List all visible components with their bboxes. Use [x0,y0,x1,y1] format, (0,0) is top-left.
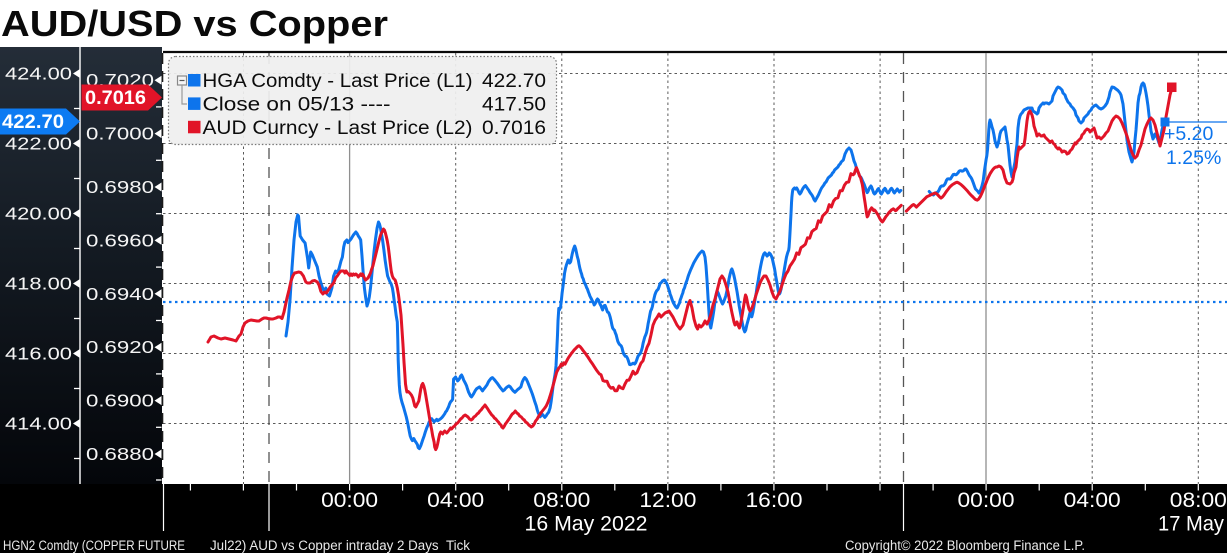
svg-text:420.00: 420.00 [5,204,72,224]
svg-text:12:00: 12:00 [639,489,696,512]
svg-text:Jul22) AUD vs Copper intraday: Jul22) AUD vs Copper intraday 2 Days Tic… [210,538,470,553]
svg-text:AUD Curncy - Last Price (L2): AUD Curncy - Last Price (L2) [203,118,473,139]
svg-text:0.6920: 0.6920 [86,337,154,357]
svg-text:Close on 05/13 ----: Close on 05/13 ---- [203,94,391,115]
svg-text:0.7000: 0.7000 [86,124,154,144]
svg-text:416.00: 416.00 [5,344,72,364]
svg-text:0.6980: 0.6980 [86,177,154,197]
svg-text:08:00: 08:00 [1170,489,1227,512]
svg-text:418.00: 418.00 [5,274,72,294]
svg-text:00:00: 00:00 [321,489,378,512]
svg-text:0.6900: 0.6900 [86,391,154,411]
svg-text:0.6880: 0.6880 [86,444,154,464]
svg-text:0.7016: 0.7016 [85,87,146,109]
svg-text:HGA Comdty - Last Price (L1): HGA Comdty - Last Price (L1) [203,71,473,92]
svg-text:16 May 2022: 16 May 2022 [525,513,648,536]
svg-text:422.70: 422.70 [2,111,64,133]
svg-text:17 May: 17 May [1158,513,1224,536]
svg-text:414.00: 414.00 [5,414,72,434]
svg-text:422.70: 422.70 [482,71,546,92]
svg-text:0.6960: 0.6960 [86,230,154,250]
svg-text:Copyright© 2022 Bloomberg Fina: Copyright© 2022 Bloomberg Finance L.P. [845,538,1085,553]
svg-text:HGN2 Comdty (COPPER FUTURE: HGN2 Comdty (COPPER FUTURE [3,538,185,553]
svg-text:0.6940: 0.6940 [86,284,154,304]
svg-text:417.50: 417.50 [482,94,546,115]
svg-text:08:00: 08:00 [533,489,590,512]
svg-text:00:00: 00:00 [958,489,1015,512]
svg-text:AUD/USD vs Copper: AUD/USD vs Copper [1,3,388,44]
svg-text:422.00: 422.00 [5,134,72,154]
svg-text:+5.20: +5.20 [1164,123,1213,145]
svg-text:0.7016: 0.7016 [482,118,546,139]
svg-text:16:00: 16:00 [746,489,803,512]
svg-text:04:00: 04:00 [1064,489,1121,512]
svg-text:04:00: 04:00 [427,489,484,512]
svg-text:424.00: 424.00 [5,64,72,84]
svg-text:1.25%: 1.25% [1166,147,1221,169]
